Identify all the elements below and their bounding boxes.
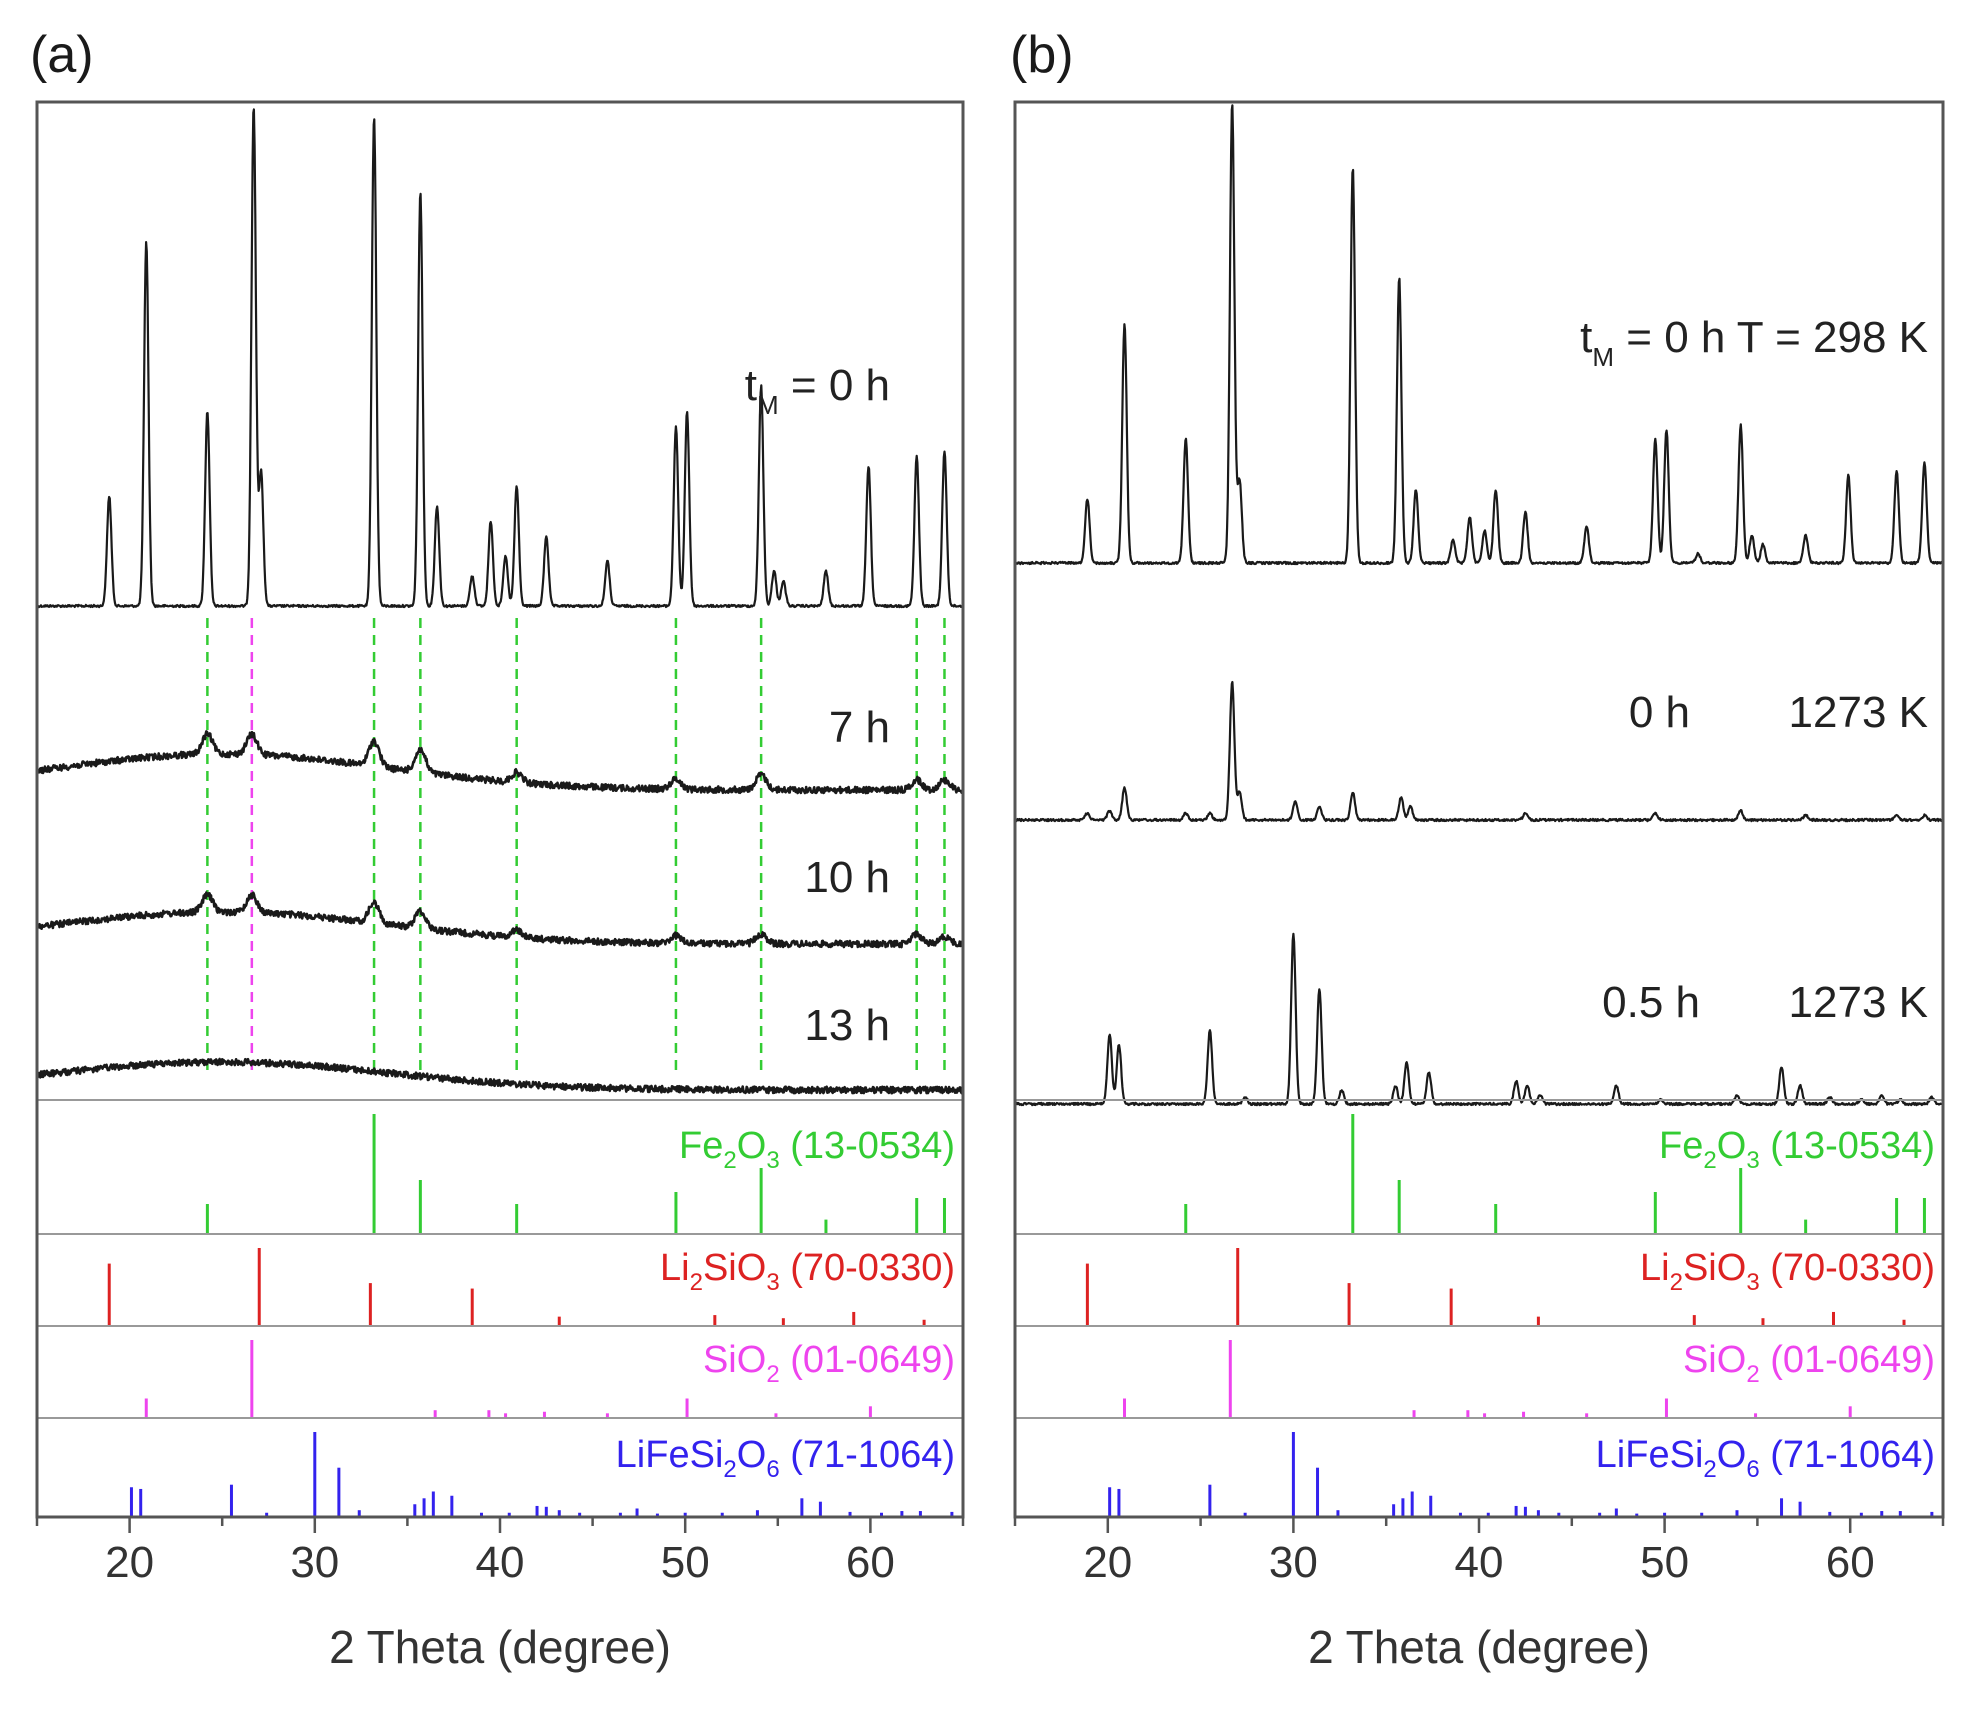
x-tick-label: 50 [1640,1538,1689,1587]
reference-LiFeSi2O6: LiFeSi2O6 (71-1064) [1015,1432,1943,1519]
panel-b: (b) tM = 0 h T = 298 K 0 h 1273 K 0.5 h 1273 … [1010,26,1945,1673]
reference-Fe2O3: Fe2O3 (13-0534) [37,1099,963,1235]
plot-frame [35,100,965,1519]
trace-label: 7 h [829,703,890,752]
reference-SiO2: SiO2 (01-0649) [37,1339,963,1419]
pattern-line [35,730,964,795]
reference-Li2SiO3: Li2SiO3 (70-0330) [37,1247,963,1327]
x-tick-label: 30 [1269,1538,1318,1587]
x-tick-label: 30 [290,1538,339,1587]
reference-LiFeSi2O6: LiFeSi2O6 (71-1064) [37,1432,963,1519]
pattern-trace-3: 13 h [35,1001,964,1095]
trace-label: 0.5 h [1602,978,1700,1027]
x-axis-title: 2 Theta (degree) [329,1621,671,1673]
pattern-trace-1: 0 h 1273 K [1014,680,1944,823]
reference-Fe2O3: Fe2O3 (13-0534) [1015,1099,1943,1235]
pattern-line [36,891,965,949]
pattern-trace-1: 7 h [35,703,964,795]
trace-label: 0 h [1629,688,1690,737]
trace-label-temperature: 1273 K [1789,688,1928,737]
panel-letter: (b) [1010,26,1074,84]
trace-label: 13 h [804,1001,890,1050]
pattern-line [36,108,964,609]
trace-label-temperature: 1273 K [1789,978,1928,1027]
x-tick-label: 20 [105,1538,154,1587]
panel-a: (a) tM = 0 h 7 h 10 h 13 h Fe2O3 (13-0534) Li2… [30,26,965,1673]
x-axis-title: 2 Theta (degree) [1308,1621,1650,1673]
pattern-line [1014,680,1944,823]
panel-letter: (a) [30,26,94,84]
trace-label: tM = 0 h [745,361,890,420]
x-tick-label: 60 [846,1538,895,1587]
pattern-trace-0: tM = 0 h T = 298 K [1014,104,1944,566]
guide-lines [206,618,946,1070]
x-axis: 20 30 40 50 60 2 Theta (degree) [35,1517,965,1673]
pattern-line [1014,932,1944,1107]
x-tick-label: 40 [1455,1538,1504,1587]
reference-Li2SiO3: Li2SiO3 (70-0330) [1015,1247,1943,1327]
reference-label: LiFeSi2O6 (71-1064) [1596,1434,1935,1483]
pattern-line [1014,104,1944,566]
reference-SiO2: SiO2 (01-0649) [1015,1339,1943,1419]
reference-label: LiFeSi2O6 (71-1064) [616,1434,955,1483]
trace-label: 10 h [804,853,890,902]
reference-label: SiO2 (01-0649) [1683,1339,1935,1388]
reference-label: Li2SiO3 (70-0330) [1640,1247,1935,1296]
x-tick-label: 40 [476,1538,525,1587]
x-tick-label: 50 [661,1538,710,1587]
x-axis: 20 30 40 50 60 2 Theta (degree) [1013,1517,1945,1673]
reference-label: Li2SiO3 (70-0330) [660,1247,955,1296]
reference-label: Fe2O3 (13-0534) [1659,1125,1935,1174]
pattern-trace-2: 0.5 h 1273 K [1014,932,1944,1107]
reference-label: SiO2 (01-0649) [703,1339,955,1388]
pattern-line [35,1057,964,1095]
reference-label: Fe2O3 (13-0534) [679,1125,955,1174]
x-tick-label: 60 [1826,1538,1875,1587]
x-tick-label: 20 [1083,1538,1132,1587]
pattern-trace-0: tM = 0 h [36,108,964,609]
trace-label: tM = 0 h T = 298 K [1580,313,1928,372]
pattern-trace-2: 10 h [36,853,965,949]
